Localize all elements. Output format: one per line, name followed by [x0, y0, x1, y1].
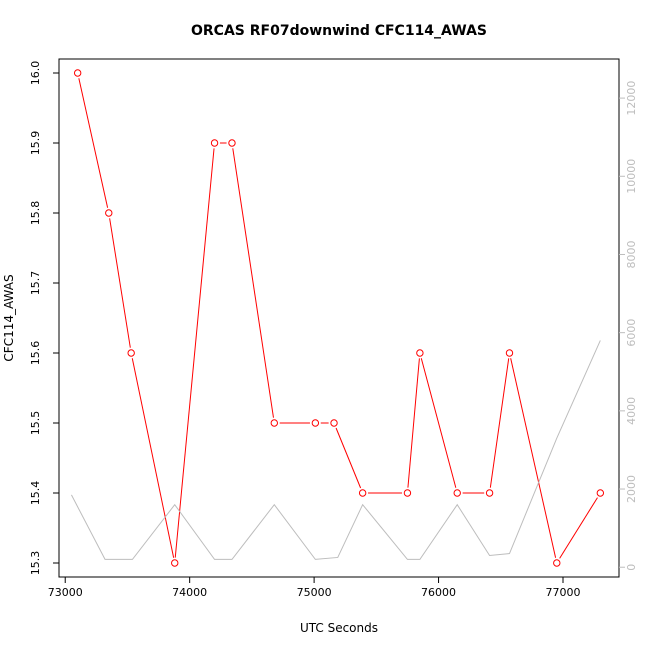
x-tick-label: 77000 [546, 586, 581, 599]
y2-tick-label: 6000 [625, 319, 638, 347]
y-tick-label: 15.7 [29, 271, 42, 296]
data-point [553, 559, 561, 567]
series-0-segment [559, 497, 598, 559]
data-point [403, 489, 412, 497]
data-point [171, 559, 179, 567]
x-tick-label: 73000 [48, 586, 83, 599]
y2-tick-label: 12000 [625, 81, 638, 116]
series-0-segment [174, 148, 215, 558]
series-0-segment [510, 358, 557, 558]
y2-tick-label: 0 [625, 564, 638, 571]
series-1-line [71, 340, 601, 560]
y-tick-label: 15.5 [29, 411, 42, 436]
x-axis: 73000 74000 75000 76000 77000 [48, 577, 581, 599]
y-tick-label: 15.6 [29, 341, 42, 366]
x-axis-label: UTC Seconds [300, 621, 378, 635]
x-tick-label: 75000 [297, 586, 332, 599]
data-point [270, 419, 278, 427]
data-point [228, 139, 236, 147]
y2-tick-label: 2000 [625, 475, 638, 503]
series-0-segment [109, 218, 131, 348]
y-tick-label: 16.0 [29, 61, 42, 86]
data-point [311, 419, 320, 427]
x-tick-label: 76000 [421, 586, 456, 599]
data-point [416, 349, 424, 357]
series-0-segment [335, 427, 362, 489]
data-point [596, 489, 605, 497]
data-point [485, 489, 494, 497]
series-layer [71, 69, 605, 567]
data-point [505, 349, 514, 357]
y-tick-label: 15.8 [29, 201, 42, 226]
y-tick-label: 15.9 [29, 131, 42, 156]
data-point [210, 139, 219, 147]
data-point [127, 349, 135, 357]
y2-tick-label: 8000 [625, 240, 638, 268]
data-point [330, 419, 338, 427]
x-tick-label: 74000 [172, 586, 207, 599]
series-0-segment [420, 358, 457, 488]
y-axis-label: CFC114_AWAS [2, 274, 16, 361]
series-0-segment [78, 78, 109, 208]
series-0-segment [489, 358, 510, 488]
data-point [73, 69, 82, 77]
y-axis-right: 0 2000 4000 6000 8000 10000 12000 [619, 81, 638, 571]
plot-frame [58, 58, 620, 578]
series-0-segment [407, 358, 420, 488]
y-axis-left: 15.3 15.4 15.5 15.6 15.7 15.8 15.9 16.0 [29, 61, 59, 576]
chart-title: ORCAS RF07downwind CFC114_AWAS [191, 23, 487, 39]
data-point [358, 489, 367, 497]
y2-tick-label: 4000 [625, 397, 638, 425]
y-tick-label: 15.3 [29, 551, 42, 576]
y2-tick-label: 10000 [625, 159, 638, 194]
data-point [453, 489, 461, 497]
y-tick-label: 15.4 [29, 481, 42, 506]
series-0-segment [232, 148, 274, 418]
series-0-segment [131, 358, 175, 558]
data-point [105, 209, 113, 217]
